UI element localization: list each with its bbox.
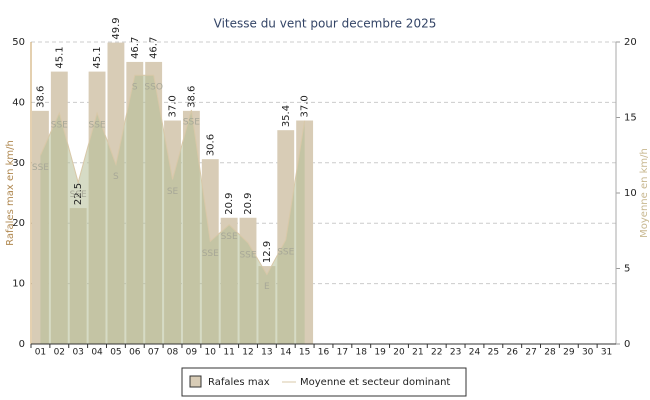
x-tick-label: 11	[223, 348, 234, 358]
x-tick-label: 03	[72, 348, 83, 358]
y-tick-label: 50	[12, 37, 25, 48]
y2-tick-label: 20	[624, 37, 637, 48]
value-label: 35.4	[281, 105, 292, 127]
value-label: 37.0	[300, 95, 311, 117]
x-tick-label: 09	[186, 348, 198, 358]
x-tick-label: 05	[110, 348, 121, 358]
x-tick-label: 31	[601, 348, 612, 358]
legend-swatch	[189, 375, 202, 388]
value-label: 20.9	[243, 192, 254, 214]
y2-tick-label: 10	[624, 188, 637, 199]
sector-label: S	[113, 172, 119, 182]
y-tick-label: 20	[12, 218, 25, 229]
sector-label: SSE	[277, 247, 294, 257]
y2-tick-label: 15	[624, 113, 637, 124]
x-tick-label: 08	[167, 348, 179, 358]
sector-label: SE	[167, 187, 179, 197]
sector-label: SSE	[202, 249, 219, 259]
sector-label: SSE	[239, 250, 256, 260]
x-tick-label: 23	[450, 348, 461, 358]
sector-label: S	[132, 83, 138, 93]
sector-label: SSE	[70, 190, 87, 200]
y2-axis-label: Moyenne en km/h	[639, 148, 650, 238]
x-tick-label: 15	[299, 348, 310, 358]
x-tick-label: 02	[54, 348, 65, 358]
x-tick-label: 21	[412, 348, 423, 358]
x-tick-label: 22	[431, 348, 442, 358]
y-tick-label: 40	[12, 97, 25, 108]
x-tick-label: 17	[337, 348, 348, 358]
x-tick-label: 16	[318, 348, 330, 358]
x-tick-label: 27	[525, 348, 536, 358]
value-label: 12.9	[262, 241, 273, 263]
x-tick-label: 13	[261, 348, 272, 358]
sector-label: SSE	[32, 163, 49, 173]
chart-title: Vitesse du vent pour decembre 2025	[214, 17, 437, 31]
value-label: 45.1	[92, 46, 103, 68]
x-tick-label: 26	[506, 348, 518, 358]
average-area	[40, 75, 305, 344]
value-label: 49.9	[111, 17, 122, 39]
sector-label: SSE	[183, 117, 200, 127]
x-tick-label: 25	[488, 348, 499, 358]
y2-tick-label: 0	[624, 339, 630, 350]
y-tick-label: 10	[12, 279, 25, 290]
x-tick-label: 24	[469, 348, 481, 358]
sector-label: SSO	[144, 83, 163, 93]
value-label: 46.7	[130, 37, 141, 59]
value-label: 38.6	[186, 86, 197, 108]
x-tick-label: 18	[356, 348, 368, 358]
x-tick-label: 01	[35, 348, 46, 358]
y-axis-label: Rafales max en km/h	[5, 140, 16, 246]
y2-tick-label: 5	[624, 264, 630, 275]
x-tick-label: 30	[582, 348, 594, 358]
value-label: 37.0	[168, 95, 179, 117]
x-tick-label: 29	[563, 348, 575, 358]
x-tick-label: 12	[242, 348, 253, 358]
legend-label: Moyenne et secteur dominant	[300, 377, 450, 388]
x-tick-label: 19	[374, 348, 386, 358]
average-line	[39, 74, 306, 276]
value-label: 22.5	[73, 183, 84, 205]
value-label: 30.6	[205, 134, 216, 156]
x-tick-label: 07	[148, 348, 159, 358]
sector-label: SSE	[51, 120, 68, 130]
sector-label: SSE	[221, 232, 238, 242]
x-tick-label: 20	[393, 348, 405, 358]
x-tick-label: 14	[280, 348, 292, 358]
y-tick-label: 30	[12, 158, 25, 169]
value-label: 38.6	[35, 86, 46, 108]
legend-box	[181, 367, 467, 397]
x-tick-label: 10	[205, 348, 217, 358]
x-tick-label: 28	[544, 348, 556, 358]
sector-label: SSE	[88, 120, 105, 130]
value-label: 46.7	[149, 37, 160, 59]
legend-label: Rafales max	[208, 377, 270, 388]
x-tick-label: 06	[129, 348, 141, 358]
sector-label: E	[264, 282, 270, 292]
y-tick-label: 0	[19, 339, 25, 350]
x-tick-label: 04	[91, 348, 103, 358]
value-label: 45.1	[54, 46, 65, 68]
value-label: 20.9	[224, 192, 235, 214]
